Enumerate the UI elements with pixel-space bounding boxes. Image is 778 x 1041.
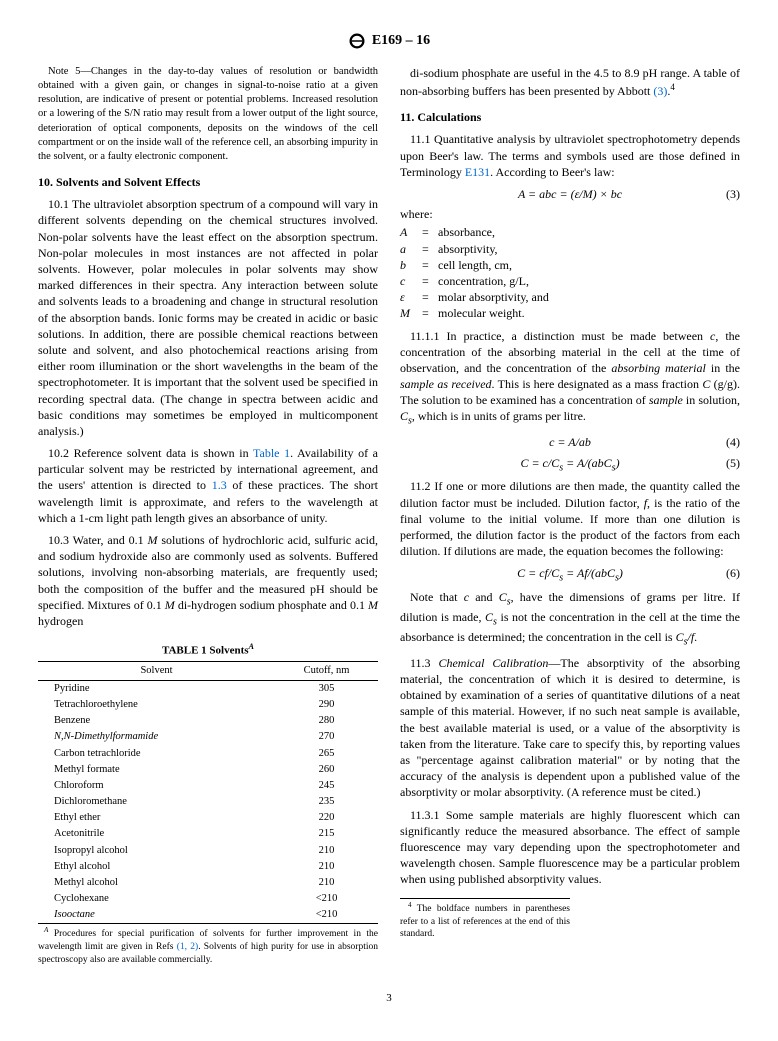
table-row: N,N-Dimethylformamide270 [38,729,378,745]
ref-3-link[interactable]: (3) [653,84,667,98]
table-row: Cyclohexane<210 [38,891,378,907]
table-row: Methyl formate260 [38,762,378,778]
table-row: Carbon tetrachloride265 [38,746,378,762]
page-body: Note 5—Changes in the day-to-day values … [38,65,740,967]
table-row: Ethyl ether220 [38,810,378,826]
table-1-footnote: A Procedures for special purification of… [38,926,378,967]
designation-text: E169 – 16 [372,32,430,51]
table-1-solvents: Solvent Cutoff, nm Pyridine305Tetrachlor… [38,661,378,925]
table-row: Benzene280 [38,713,378,729]
equation-6: C = cf/Cs = Af/(abCs)(6) [400,565,740,585]
para-col2-continuation: di-sodium phosphate are useful in the 4.… [400,65,740,99]
equation-4: c = A/ab(4) [400,434,740,450]
where-label: where: [400,206,740,222]
section-10-heading: 10. Solvents and Solvent Effects [38,174,378,190]
note-5: Note 5—Changes in the day-to-day values … [38,65,378,164]
e131-link[interactable]: E131 [465,165,490,179]
page-number: 3 [38,991,740,1006]
table-col-solvent: Solvent [38,661,275,680]
section-1-3-link[interactable]: 1.3 [212,478,227,492]
section-11-heading: 11. Calculations [400,109,740,125]
astm-logo-icon [348,32,366,50]
table-col-cutoff: Cutoff, nm [275,661,378,680]
para-11-2: 11.2 If one or more dilutions are then m… [400,478,740,559]
para-11-3: 11.3 Chemical Calibration—The absorptivi… [400,655,740,801]
table-row: Acetonitrile215 [38,826,378,842]
equation-5: C = c/Cs = A/(abCs)(5) [400,455,740,475]
equation-3: A = abc = (ε/M) × bc(3) [400,186,740,202]
table-row: Dichloromethane235 [38,794,378,810]
table-1-title: TABLE 1 SolventsA [38,641,378,659]
table-row: Tetrachloroethylene290 [38,697,378,713]
para-11-2-note: Note that c and Cs, have the dimensions … [400,589,740,649]
table-row: Isooctane<210 [38,907,378,924]
para-10-3: 10.3 Water, and 0.1 M solutions of hydro… [38,532,378,629]
table-row: Pyridine305 [38,680,378,697]
page-header: E169 – 16 [38,32,740,51]
table-row: Methyl alcohol210 [38,875,378,891]
footnote-4: 4 The boldface numbers in parentheses re… [400,898,570,942]
where-list: A=absorbance,a=absorptivity,b=cell lengt… [400,224,740,321]
para-10-2: 10.2 Reference solvent data is shown in … [38,445,378,526]
para-11-3-1: 11.3.1 Some sample materials are highly … [400,807,740,888]
para-11-1-1: 11.1.1 In practice, a distinction must b… [400,328,740,429]
refs-1-2-link[interactable]: (1, 2) [177,942,198,952]
table-row: Isopropyl alcohol210 [38,843,378,859]
table-row: Chloroform245 [38,778,378,794]
para-11-1: 11.1 Quantitative analysis by ultraviole… [400,131,740,180]
table-row: Ethyl alcohol210 [38,859,378,875]
table-1-link[interactable]: Table 1 [253,446,290,460]
para-10-1: 10.1 The ultraviolet absorption spectrum… [38,196,378,439]
